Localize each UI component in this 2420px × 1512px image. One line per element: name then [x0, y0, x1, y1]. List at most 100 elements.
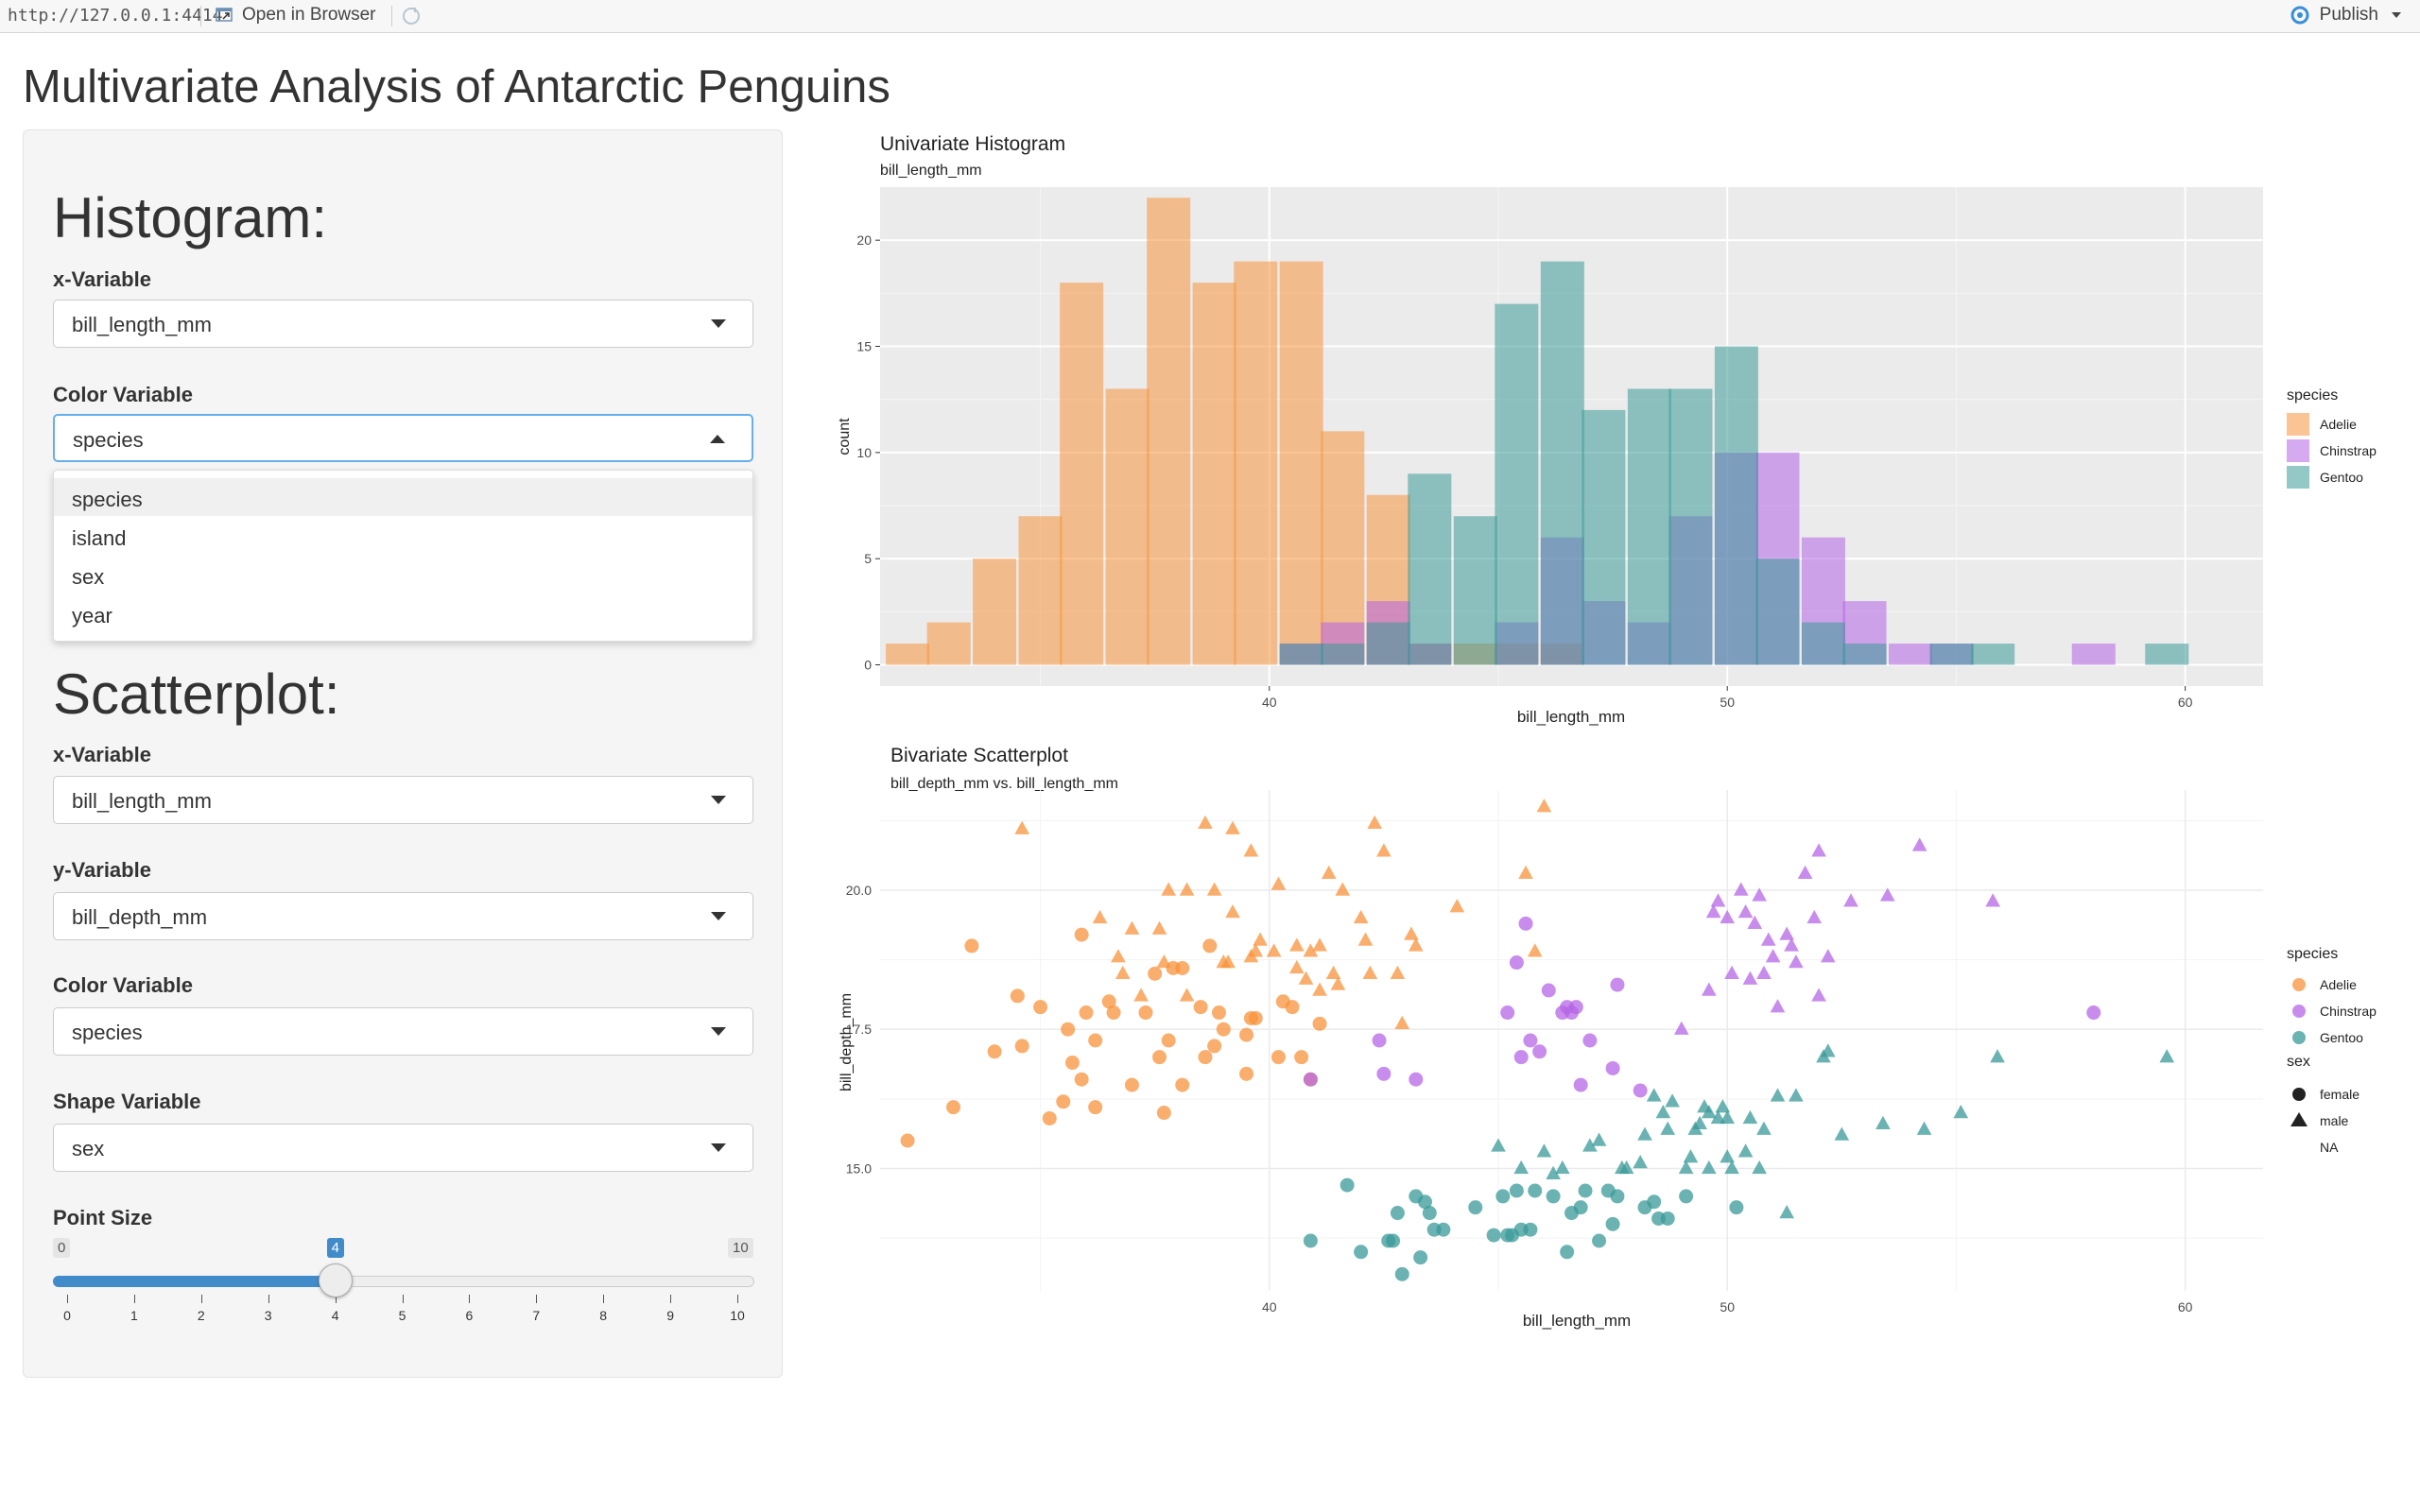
scatter-point-chinstrap-male: [1789, 954, 1804, 969]
scatter-point-adelie-female: [1088, 1100, 1103, 1115]
x-tick-label: 40: [1262, 1299, 1277, 1314]
scatter-point-chinstrap-male: [1760, 932, 1776, 946]
slider-tick-label: 3: [264, 1308, 272, 1323]
scatter-point-gentoo-male: [1724, 1160, 1739, 1175]
slider-tick-label: 4: [331, 1308, 339, 1323]
histogram-bar-gentoo: [1668, 388, 1713, 665]
scatter-point-chinstrap-female: [1605, 1060, 1620, 1075]
sc-y-variable-select[interactable]: bill_depth_mm: [53, 892, 753, 940]
toolbar-divider: [391, 6, 392, 26]
scatter-point-adelie-male: [1111, 949, 1126, 963]
scatter-point-chinstrap-female: [1372, 1033, 1387, 1048]
scatter-point-adelie-male: [1312, 982, 1327, 996]
publish-button[interactable]: Publish: [2288, 5, 2401, 26]
scatter-point-adelie-male: [1536, 799, 1552, 813]
slider-tick-label: 9: [666, 1308, 674, 1323]
dropdown-option-island[interactable]: island: [72, 526, 127, 550]
point-size-slider-handle[interactable]: [318, 1263, 353, 1297]
histogram-bar-gentoo: [1627, 388, 1671, 665]
scatter-point-chinstrap-male: [1770, 999, 1786, 1013]
scatter-point-adelie-female: [1042, 1110, 1057, 1125]
scatter-point-adelie-female: [1010, 988, 1025, 1004]
scatter-point-gentoo-female: [1486, 1228, 1501, 1243]
scatter-point-adelie-male: [1253, 932, 1268, 946]
scatter-point-chinstrap-female: [1509, 955, 1524, 971]
page-title: Multivariate Analysis of Antarctic Pengu…: [23, 61, 890, 112]
scatter-point-gentoo-female: [1647, 1194, 1662, 1210]
slider-tick-label: 1: [130, 1308, 138, 1323]
scatter-point-gentoo-male: [1715, 1099, 1731, 1113]
legend-label-gentoo: Gentoo: [2320, 470, 2363, 485]
sc-y-variable-label: y-Variable: [53, 858, 151, 882]
dropdown-option-species[interactable]: species: [54, 478, 752, 516]
scatterplot-legend: species Adelie Chinstrap Gentoo sex female mal…: [2287, 946, 2377, 1155]
scatter-point-gentoo-female: [1303, 1233, 1318, 1248]
histogram-bar-adelie: [886, 644, 930, 665]
histogram-axes: 40 50 60 0 5 10 15 20: [856, 232, 2192, 710]
slider-tick: [335, 1295, 337, 1303]
scatterplot-axes: 40 50 60 15.0 17.5 20.0: [846, 883, 2193, 1314]
scatter-point-adelie-female: [1207, 1039, 1222, 1054]
scatter-point-adelie-female: [1198, 1050, 1213, 1065]
chevron-down-icon: [711, 1027, 726, 1036]
scatter-point-gentoo-female: [1679, 1189, 1694, 1204]
scatter-point-gentoo-female: [1560, 1245, 1575, 1260]
legend-label-na: NA: [2320, 1140, 2339, 1155]
legend-key-adelie: [2292, 978, 2306, 991]
scatter-point-gentoo-female: [1394, 1266, 1409, 1281]
scatter-point-gentoo-female: [1422, 1206, 1437, 1221]
sc-shape-variable-select[interactable]: sex: [53, 1124, 753, 1172]
scatter-point-gentoo-male: [1683, 1149, 1699, 1163]
hist-x-variable-select[interactable]: bill_length_mm: [53, 300, 753, 348]
legend-key-adelie: [2287, 413, 2309, 436]
scatter-point-gentoo-male: [1916, 1121, 1932, 1135]
histogram-bar-gentoo: [1408, 473, 1452, 665]
scatterplot-gridlines: [880, 790, 2263, 1291]
y-tick-label: 15.0: [846, 1160, 872, 1176]
y-tick-label: 15: [856, 339, 872, 354]
toolbar-divider: [200, 6, 201, 26]
scatter-point-adelie-male: [1092, 909, 1108, 924]
x-tick-label: 60: [2178, 695, 2193, 710]
slider-tick-label: 0: [63, 1308, 71, 1323]
point-size-slider-fill: [53, 1276, 336, 1287]
chevron-down-icon: [711, 319, 726, 328]
open-in-browser-button[interactable]: Open in Browser: [216, 5, 376, 26]
dropdown-option-sex[interactable]: sex: [72, 565, 105, 589]
scatter-point-chinstrap-male: [1737, 904, 1754, 919]
chevron-down-icon: [2392, 12, 2401, 18]
scatter-point-adelie-male: [1362, 965, 1378, 980]
dropdown-option-year[interactable]: year: [72, 604, 112, 627]
scatter-legend-sex-title: sex: [2287, 1054, 2310, 1070]
x-tick-label: 40: [1262, 695, 1277, 710]
scatter-point-gentoo-male: [1637, 1126, 1652, 1141]
sc-shape-variable-label: Shape Variable: [53, 1090, 201, 1113]
histogram-chart: Univariate Histogram bill_length_mm 40 50…: [837, 133, 2377, 726]
refresh-icon[interactable]: [401, 6, 422, 26]
scatter-point-adelie-female: [1074, 1072, 1089, 1087]
hist-color-variable-select[interactable]: species: [53, 414, 753, 462]
scatter-point-adelie-female: [1175, 1077, 1190, 1092]
scatter-point-chinstrap-male: [1879, 887, 1895, 902]
scatter-point-adelie-male: [1198, 815, 1213, 830]
scatter-point-adelie-female: [1161, 1033, 1176, 1048]
sc-x-variable-select[interactable]: bill_length_mm: [53, 776, 753, 824]
publish-label: Publish: [2319, 5, 2378, 25]
scatter-point-gentoo-male: [1660, 1121, 1676, 1135]
scatter-point-adelie-male: [1266, 943, 1282, 957]
slider-tick: [200, 1295, 202, 1303]
x-tick-label: 50: [1720, 695, 1735, 710]
scatter-point-chinstrap-female: [1523, 1033, 1538, 1048]
scatter-point-gentoo-female: [1436, 1222, 1451, 1237]
hist-color-variable-value: species: [73, 428, 144, 452]
sc-color-variable-select[interactable]: species: [53, 1007, 753, 1056]
scatter-point-adelie-male: [1289, 959, 1305, 974]
scatter-point-gentoo-female: [1729, 1200, 1744, 1215]
histogram-y-axis-label: count: [837, 418, 853, 455]
histogram-bar-gentoo: [1279, 644, 1323, 665]
scatter-point-chinstrap-female: [2086, 1005, 2101, 1021]
scatter-point-gentoo-female: [1546, 1189, 1561, 1204]
histogram-bar-gentoo: [1714, 346, 1758, 665]
scatter-point-chinstrap-female: [1610, 977, 1625, 992]
y-tick-label: 20.0: [846, 883, 872, 898]
